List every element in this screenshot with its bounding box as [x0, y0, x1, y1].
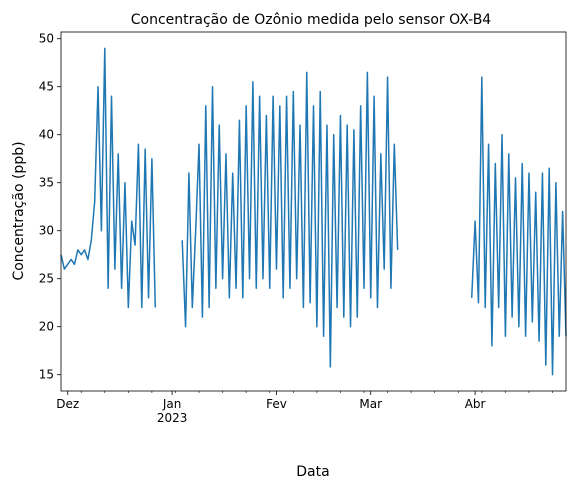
- y-axis: 15 20 25 30 35 40 45 50: [39, 32, 61, 382]
- y-tick-label: 20: [39, 320, 54, 334]
- y-tick-label: 45: [39, 80, 54, 94]
- x-tick-label: Jan: [162, 397, 182, 411]
- x-tick-sublabel: 2023: [157, 411, 188, 425]
- x-tick-label: Abr: [465, 397, 486, 411]
- y-tick-label: 15: [39, 368, 54, 382]
- series-0-segment-2: [470, 76, 567, 376]
- y-tick-label: 30: [39, 224, 54, 238]
- x-tick-label: Dez: [56, 397, 79, 411]
- y-tick-label: 25: [39, 272, 54, 286]
- x-tick-label: Fev: [266, 397, 287, 411]
- chart-title: Concentração de Ozônio medida pelo senso…: [131, 12, 492, 28]
- series-0-segment-1: [181, 71, 399, 368]
- y-tick-label: 35: [39, 176, 54, 190]
- x-tick-label: Mar: [359, 397, 382, 411]
- series-0-segment-0: [60, 47, 157, 309]
- plot-frame: [60, 31, 567, 392]
- y-tick-label: 50: [39, 32, 54, 46]
- x-axis-label: Data: [296, 464, 329, 480]
- y-tick-label: 40: [39, 128, 54, 142]
- y-axis-label: Concentração (ppb): [11, 141, 27, 280]
- series-layer: [60, 47, 567, 376]
